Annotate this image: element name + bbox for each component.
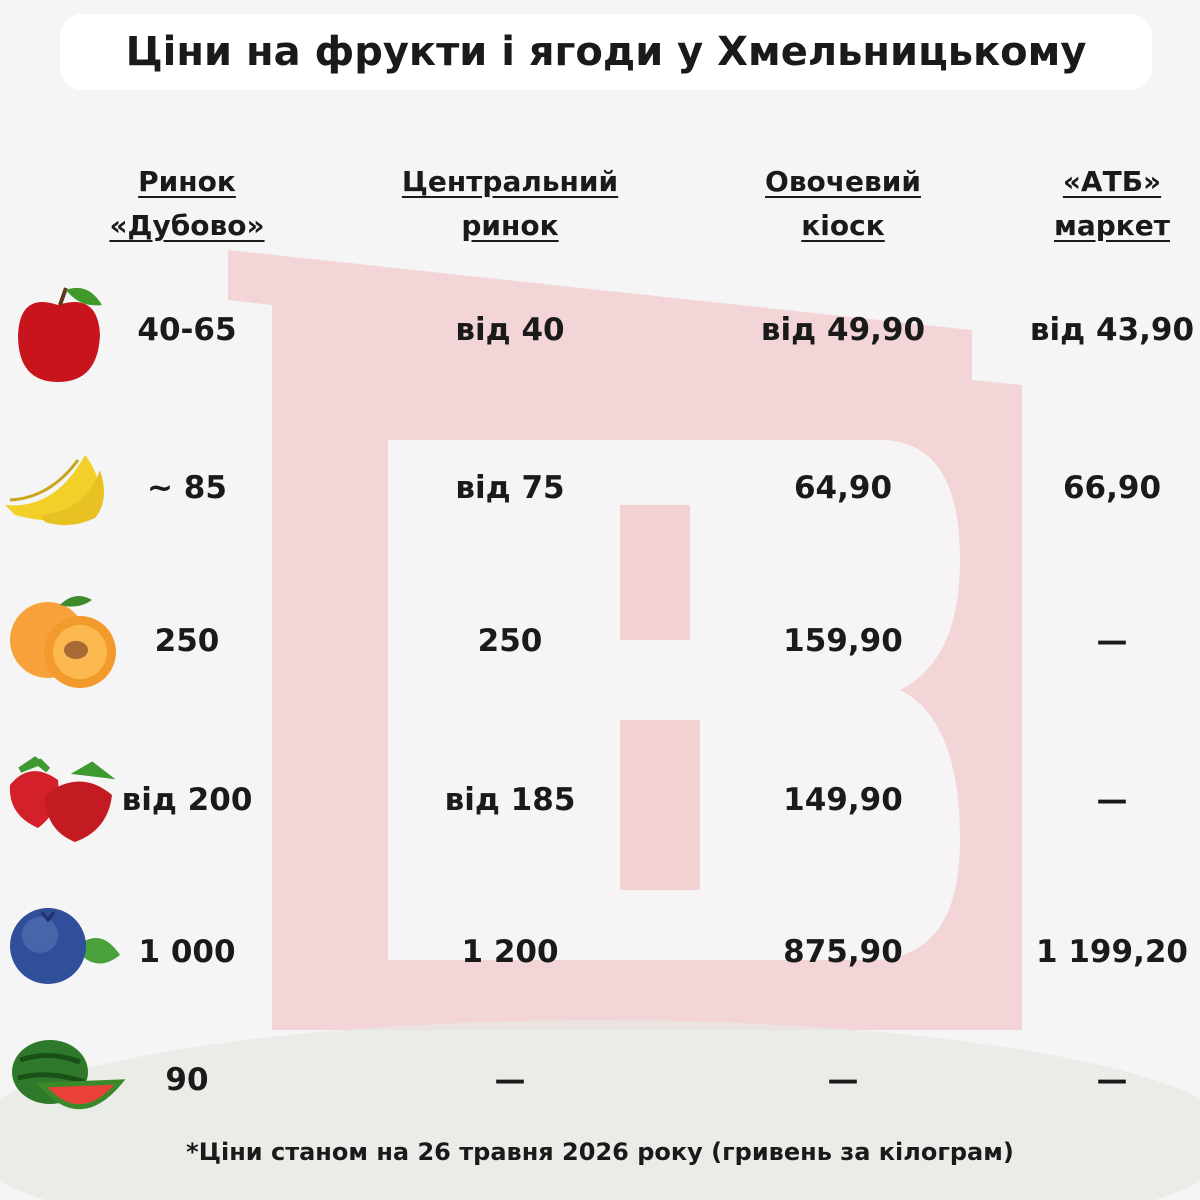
header-line: ринок <box>461 209 559 242</box>
column-header: Центральний ринок <box>370 160 650 248</box>
price-cell: 1 199,20 <box>1036 934 1188 970</box>
price-cell: від 43,90 <box>1029 312 1195 348</box>
watermelon-icon <box>12 1040 126 1110</box>
price-cell: — <box>1096 623 1128 659</box>
vegetables-blur <box>0 1020 1200 1200</box>
header-line: Ринок <box>138 165 236 198</box>
price-cell: 149,90 <box>783 782 903 818</box>
price-cell: ~ 85 <box>147 470 227 506</box>
price-cell: від 200 <box>121 782 253 818</box>
column-header: Ринок «Дубово» <box>47 160 327 248</box>
price-cell: 250 <box>477 623 543 659</box>
price-cell: 875,90 <box>783 934 903 970</box>
column-header: «АТБ» маркет <box>972 160 1200 248</box>
price-cell: 159,90 <box>783 623 903 659</box>
price-cell: від 49,90 <box>760 312 926 348</box>
price-cell: від 40 <box>455 312 565 348</box>
price-cell: 1 200 <box>461 934 559 970</box>
price-cell: від 75 <box>455 470 565 506</box>
header-line: кіоск <box>801 209 885 242</box>
price-cell: 40-65 <box>137 312 237 348</box>
price-cell: — <box>1096 1062 1128 1098</box>
logo-letter-holes <box>620 505 700 890</box>
blueberry-icon <box>10 908 120 984</box>
title: Ціни на фрукти і ягоди у Хмельницькому <box>60 14 1152 90</box>
price-cell: — <box>1096 782 1128 818</box>
header-line: Овочевий <box>765 165 921 198</box>
price-cell: 1 000 <box>138 934 236 970</box>
header-line: «Дубово» <box>109 209 265 242</box>
price-cell: — <box>494 1062 526 1098</box>
price-cell: від 185 <box>444 782 576 818</box>
header-line: Центральний <box>401 165 619 198</box>
column-header: Овочевий кіоск <box>703 160 983 248</box>
header-line: маркет <box>1053 209 1171 242</box>
logo-letter <box>388 440 960 960</box>
price-cell: 66,90 <box>1062 470 1162 506</box>
apple-icon <box>18 287 102 382</box>
strawberry-icon <box>9 756 116 842</box>
apricot-icon <box>10 596 116 688</box>
header-line: «АТБ» <box>1062 165 1162 198</box>
price-cell: 250 <box>154 623 220 659</box>
banana-icon <box>5 455 104 526</box>
price-cell: 90 <box>165 1062 209 1098</box>
price-cell: — <box>827 1062 859 1098</box>
footnote: *Ціни станом на 26 травня 2026 року (гри… <box>186 1138 1014 1166</box>
price-cell: 64,90 <box>793 470 893 506</box>
